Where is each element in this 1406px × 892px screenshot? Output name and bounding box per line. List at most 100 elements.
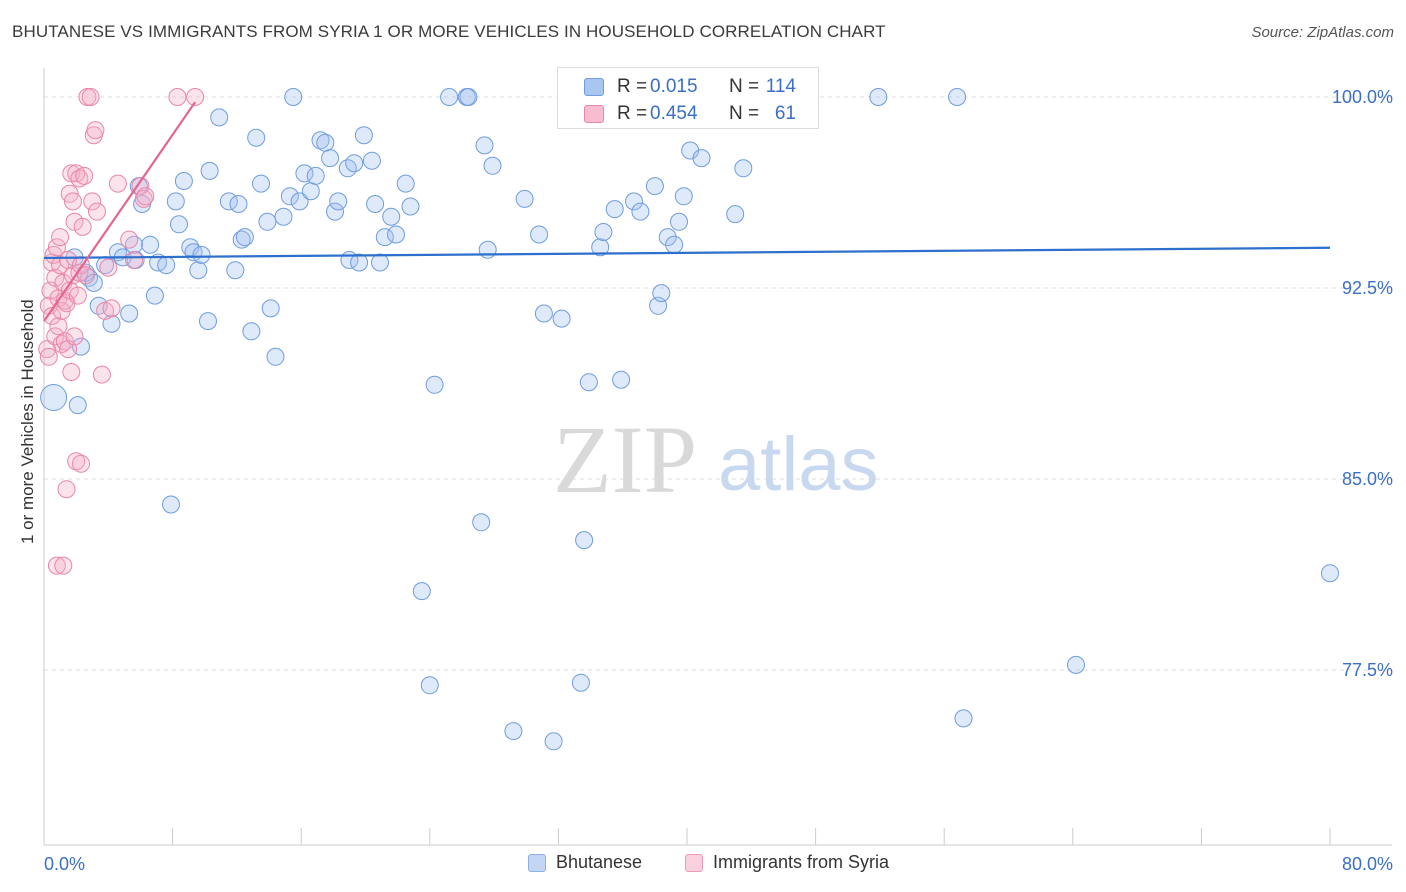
data-point — [515, 189, 534, 208]
stats-row-syria: R = 0.454 N = 61 — [558, 101, 820, 127]
data-point — [46, 327, 65, 346]
stats-swatch-syria — [584, 105, 604, 123]
data-point — [483, 156, 502, 175]
data-point — [280, 187, 299, 206]
stats-r-label: R = — [617, 103, 648, 124]
data-point — [247, 128, 266, 147]
y-tick-label: 100.0% — [1332, 87, 1393, 107]
data-point — [478, 240, 497, 259]
data-point — [200, 161, 219, 180]
data-point — [652, 284, 671, 303]
data-point — [49, 317, 68, 336]
data-point — [612, 370, 631, 389]
legend-swatch-bhutanese — [528, 853, 546, 872]
data-point — [43, 307, 61, 325]
data-point — [382, 207, 401, 226]
y-tick-label: 85.0% — [1342, 469, 1393, 489]
data-point — [70, 169, 89, 188]
legend-item-bhutanese[interactable]: Bhutanese — [528, 852, 642, 873]
data-point — [192, 245, 211, 264]
data-point — [544, 732, 563, 751]
data-point — [575, 531, 594, 550]
data-point — [170, 215, 188, 234]
data-point — [88, 202, 106, 221]
data-point — [645, 177, 664, 196]
data-point — [692, 149, 711, 168]
data-point — [162, 495, 180, 514]
data-point — [252, 174, 270, 193]
data-point — [125, 235, 143, 254]
data-point — [134, 189, 153, 208]
data-point — [954, 709, 973, 728]
data-point — [591, 238, 610, 257]
data-point — [242, 322, 261, 341]
data-point — [145, 286, 164, 305]
trend-line — [43, 246, 1331, 260]
trend-lines — [43, 101, 1331, 322]
data-point — [396, 174, 415, 193]
data-point — [258, 212, 277, 231]
data-point — [425, 375, 444, 394]
data-point — [120, 230, 139, 249]
y-tick-label: 77.5% — [1342, 660, 1393, 680]
data-point — [665, 235, 684, 254]
data-point — [472, 513, 491, 532]
data-point — [504, 722, 523, 741]
data-point — [76, 266, 95, 285]
data-point — [68, 396, 87, 415]
data-point — [306, 166, 325, 185]
data-point — [73, 217, 92, 236]
data-point — [210, 108, 229, 127]
data-point — [329, 192, 348, 211]
y-axis-label: 1 or more Vehicles in Household — [18, 299, 37, 544]
data-point — [475, 136, 494, 155]
chart-title: BHUTANESE VS IMMIGRANTS FROM SYRIA 1 OR … — [12, 22, 886, 41]
data-point — [174, 172, 193, 190]
data-point — [552, 309, 571, 328]
data-point — [534, 304, 553, 323]
data-point — [530, 225, 549, 244]
data-point — [625, 192, 643, 211]
data-point — [295, 164, 314, 183]
data-point — [65, 327, 84, 346]
data-point — [47, 238, 66, 257]
data-point — [62, 363, 81, 381]
data-point — [168, 88, 187, 106]
legend-swatch-syria — [685, 853, 703, 872]
data-point — [948, 88, 967, 106]
data-point — [1321, 564, 1339, 583]
data-point — [189, 261, 208, 280]
data-point — [120, 304, 139, 323]
stats-n-label: N = — [729, 103, 760, 124]
data-point — [420, 676, 439, 695]
data-point — [290, 192, 309, 211]
stats-row-bhutanese: R = 0.015 N = 114 — [558, 74, 820, 100]
stats-n-label: N = — [729, 76, 760, 97]
data-point — [199, 312, 217, 331]
data-point — [674, 187, 693, 206]
data-point — [99, 258, 118, 277]
data-point — [186, 88, 205, 106]
data-point — [136, 187, 155, 206]
data-point — [274, 207, 293, 226]
trend-line — [43, 101, 197, 322]
data-point — [354, 126, 373, 145]
data-point — [326, 202, 344, 221]
data-point — [1067, 655, 1085, 674]
data-point — [726, 205, 745, 224]
stats-n-value: 114 — [765, 76, 796, 97]
data-point — [75, 166, 94, 185]
data-point — [125, 251, 143, 269]
watermark-zip: ZIP — [553, 406, 697, 513]
data-point — [166, 192, 185, 211]
legend-item-syria[interactable]: Immigrants from Syria — [685, 852, 889, 873]
data-point — [57, 480, 76, 499]
data-point — [387, 225, 405, 244]
x-tick-label: 0.0% — [44, 854, 85, 874]
data-point — [38, 340, 57, 359]
data-point — [92, 365, 111, 384]
data-point — [261, 299, 280, 318]
grid — [44, 96, 1392, 671]
data-point — [579, 373, 598, 392]
